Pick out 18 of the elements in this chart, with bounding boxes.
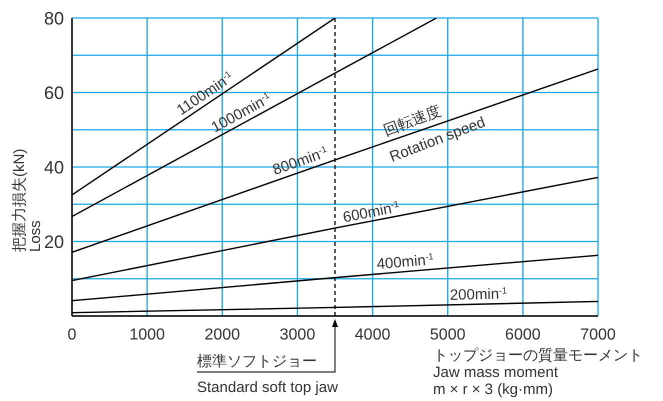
x-tick-label: 6000: [505, 326, 541, 344]
x-tick-label: 4000: [354, 326, 390, 344]
series-label: 200min$^{-1}$: [450, 286, 508, 304]
y-tick-label: 60: [44, 82, 64, 103]
x-tick-label: 1000: [129, 326, 166, 344]
x-tick-label: 7000: [580, 326, 616, 344]
ref-line-label: 標準ソフトジョー Standard soft top jaw: [197, 353, 338, 396]
y-axis-title: 把握力損失(kN) Loss: [11, 148, 44, 252]
x-tick-label: 2000: [204, 326, 240, 344]
text: 600min$^{-1}$: [342, 198, 400, 226]
x-axis-title: トップジョーの質量モーメント Jaw mass moment m × r × 3 (kg·mm): [433, 347, 643, 398]
y-tick-label: 20: [44, 232, 64, 252]
x-tick-label: 5000: [430, 326, 466, 344]
y-tick-label: 40: [44, 157, 64, 178]
x-tick-label: 0: [68, 326, 77, 344]
x-tick-label: 3000: [280, 326, 316, 344]
y-tick-label: 80: [44, 8, 64, 28]
series-label: 400min$^{-1}$: [376, 251, 434, 274]
